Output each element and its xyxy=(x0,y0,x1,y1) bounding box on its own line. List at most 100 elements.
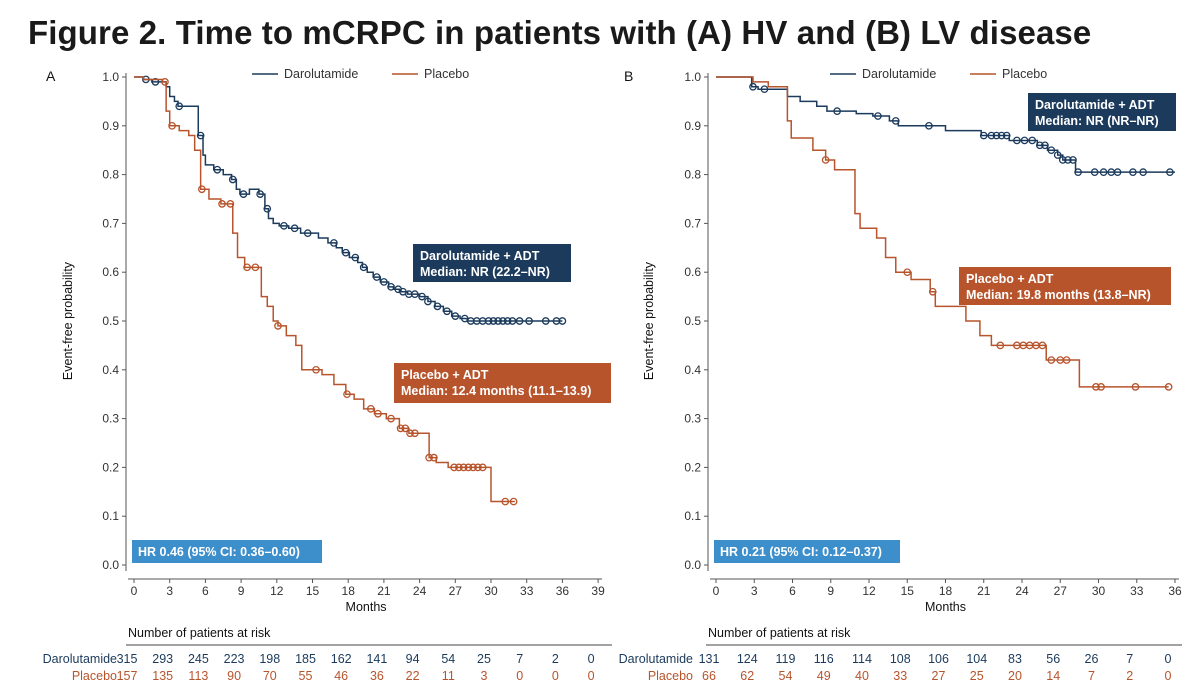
risk-count: 49 xyxy=(817,669,831,683)
legend-entry: Darolutamide xyxy=(862,67,936,81)
x-tick-label: 0 xyxy=(713,584,720,598)
censor-mark-darolutamide xyxy=(925,121,933,130)
censor-mark-darolutamide xyxy=(1074,168,1082,177)
y-tick-label: 1.0 xyxy=(684,70,701,84)
censor-mark-darolutamide xyxy=(290,224,299,233)
risk-count: 0 xyxy=(552,669,559,683)
censor-mark-darolutamide xyxy=(175,102,184,111)
censor-mark-darolutamide xyxy=(508,317,517,325)
censor-mark-darolutamide xyxy=(372,273,381,281)
risk-count: 293 xyxy=(152,652,173,666)
x-axis-label: Months xyxy=(346,600,387,614)
censor-mark-darolutamide xyxy=(760,85,769,94)
km-curve-placebo xyxy=(134,76,515,503)
risk-count: 124 xyxy=(737,652,758,666)
censor-mark-darolutamide xyxy=(1002,131,1011,140)
risk-count: 83 xyxy=(1008,652,1022,666)
risk-count: 116 xyxy=(814,652,834,666)
x-tick-label: 3 xyxy=(751,584,758,598)
risk-count: 14 xyxy=(1046,669,1060,683)
panel-label: B xyxy=(624,68,633,84)
censor-mark-placebo xyxy=(343,390,351,399)
censor-mark-darolutamide xyxy=(992,131,1001,140)
y-tick-label: 1.0 xyxy=(102,70,119,84)
risk-count: 2 xyxy=(1126,669,1133,683)
risk-count: 108 xyxy=(890,652,911,666)
risk-count: 315 xyxy=(117,652,138,666)
x-tick-label: 9 xyxy=(238,584,245,598)
km-curve-placebo xyxy=(716,76,1169,388)
y-tick-label: 0.8 xyxy=(684,168,701,182)
hr-box xyxy=(714,540,900,563)
x-tick-label: 21 xyxy=(977,584,991,598)
censor-mark-placebo xyxy=(161,78,169,86)
x-tick-label: 15 xyxy=(901,584,915,598)
censor-mark-placebo xyxy=(501,497,510,506)
censor-mark-darolutamide xyxy=(891,117,900,125)
box-line1: Placebo + ADT xyxy=(966,272,1054,286)
y-tick-label: 0.0 xyxy=(102,558,119,572)
box-line2: Median: NR (NR–NR) xyxy=(1035,114,1159,128)
median-box-placebo xyxy=(959,267,1171,305)
censor-mark-darolutamide xyxy=(494,317,502,325)
censor-mark-darolutamide xyxy=(541,317,550,325)
censor-mark-placebo xyxy=(928,287,937,296)
y-axis-label: Event-free probability xyxy=(61,261,75,380)
censor-mark-placebo xyxy=(243,263,251,272)
censor-mark-placebo xyxy=(366,404,375,413)
risk-count: 27 xyxy=(932,669,946,683)
censor-mark-darolutamide xyxy=(515,317,524,325)
risk-count: 40 xyxy=(855,669,869,683)
risk-count: 7 xyxy=(1088,669,1095,683)
censor-mark-placebo xyxy=(406,429,414,438)
risk-count: 162 xyxy=(331,652,352,666)
censor-mark-darolutamide xyxy=(303,229,312,238)
censor-mark-darolutamide xyxy=(499,317,507,325)
censor-mark-placebo xyxy=(1038,341,1047,350)
risk-count: 0 xyxy=(588,652,595,666)
risk-count: 198 xyxy=(259,652,280,666)
censor-mark-placebo xyxy=(821,156,830,164)
risk-table-title: Number of patients at risk xyxy=(128,626,271,640)
risk-table-title: Number of patients at risk xyxy=(708,626,851,640)
risk-row-label: Darolutamide xyxy=(43,652,117,666)
risk-count: 7 xyxy=(1126,652,1133,666)
censor-mark-placebo xyxy=(312,365,320,374)
censor-mark-darolutamide xyxy=(525,317,533,325)
censor-mark-placebo xyxy=(425,453,433,462)
censor-mark-placebo xyxy=(251,263,260,272)
censor-mark-darolutamide xyxy=(151,78,160,86)
box-line2: Median: 19.8 months (13.8–NR) xyxy=(966,288,1151,302)
censor-mark-darolutamide xyxy=(1028,136,1037,145)
censor-mark-darolutamide xyxy=(749,82,757,91)
risk-row-label: Placebo xyxy=(72,669,117,683)
censor-mark-darolutamide xyxy=(380,278,388,286)
risk-count: 0 xyxy=(588,669,595,683)
y-axis-label: Event-free probability xyxy=(642,261,656,380)
median-box-darolutamide xyxy=(1028,93,1176,131)
censor-mark-placebo xyxy=(1164,383,1173,391)
censor-mark-placebo xyxy=(1131,383,1140,391)
risk-count: 2 xyxy=(552,652,559,666)
censor-mark-placebo xyxy=(903,268,912,277)
censor-mark-darolutamide xyxy=(228,175,237,184)
risk-count: 0 xyxy=(1165,669,1172,683)
y-tick-label: 0.8 xyxy=(102,168,119,182)
x-tick-label: 15 xyxy=(306,584,320,598)
risk-count: 106 xyxy=(928,652,949,666)
panel-b: B0.00.10.20.30.40.50.60.70.80.91.00 3 6 9 12… xyxy=(619,67,1182,683)
y-tick-label: 0.9 xyxy=(102,119,119,133)
censor-mark-placebo xyxy=(509,497,518,506)
box-line2: Median: NR (22.2–NR) xyxy=(420,265,550,279)
risk-count: 113 xyxy=(188,669,208,683)
x-axis-label: Months xyxy=(925,600,966,614)
censor-mark-darolutamide xyxy=(359,263,368,272)
censor-mark-darolutamide xyxy=(410,290,419,299)
legend-entry: Placebo xyxy=(1002,67,1047,81)
risk-row-label: Darolutamide xyxy=(619,652,693,666)
censor-mark-placebo xyxy=(455,463,463,472)
x-tick-label: 24 xyxy=(1015,584,1029,598)
risk-count: 54 xyxy=(441,652,455,666)
censor-mark-darolutamide xyxy=(1058,156,1067,164)
